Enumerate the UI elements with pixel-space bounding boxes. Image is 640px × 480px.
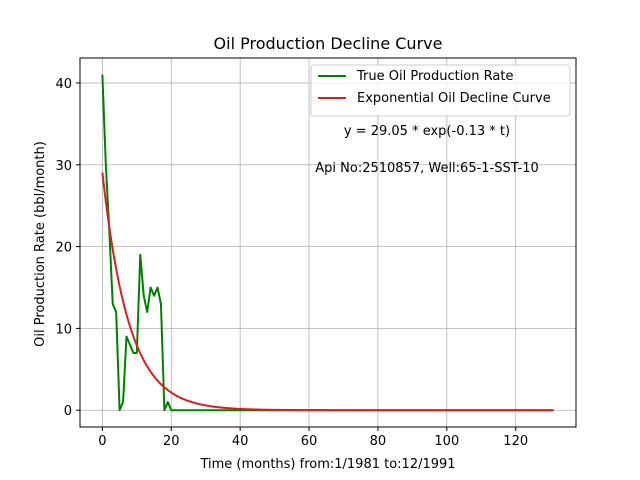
x-tick-label: 80	[370, 434, 387, 449]
exponential-curve-line	[101, 172, 554, 412]
x-axis-label: Time (months) from:1/1981 to:12/1991	[199, 457, 455, 472]
x-tick-label: 0	[98, 434, 106, 449]
x-tick-label: 40	[232, 434, 249, 449]
x-tick-label: 100	[434, 434, 459, 449]
series-layer	[101, 74, 554, 412]
axis-ticks: 0 20 40 60 80 100 120 0 10 20 30 40	[55, 77, 528, 449]
y-tick-label: 20	[55, 241, 72, 256]
chart-title: Oil Production Decline Curve	[214, 34, 443, 53]
y-tick-label: 0	[64, 404, 72, 419]
legend-label-exponential-curve: Exponential Oil Decline Curve	[357, 91, 551, 106]
legend-box	[310, 64, 571, 117]
equation-annotation: y = 29.05 * exp(-0.13 * t)	[344, 124, 510, 139]
legend: True Oil Production Rate Exponential Oil…	[310, 64, 571, 117]
plot-frame	[79, 57, 577, 428]
y-axis-label: Oil Production Rate (bbl/month)	[33, 141, 48, 347]
legend-label-true-rate: True Oil Production Rate	[356, 69, 513, 84]
x-tick-label: 20	[163, 434, 180, 449]
true-rate-line	[101, 74, 554, 412]
y-tick-label: 40	[55, 77, 72, 92]
x-tick-label: 120	[503, 434, 528, 449]
y-tick-label: 10	[55, 322, 72, 337]
well-annotation: Api No:2510857, Well:65-1-SST-10	[315, 161, 538, 176]
x-tick-label: 60	[301, 434, 318, 449]
grid-lines	[80, 58, 576, 427]
y-tick-label: 30	[55, 159, 72, 174]
